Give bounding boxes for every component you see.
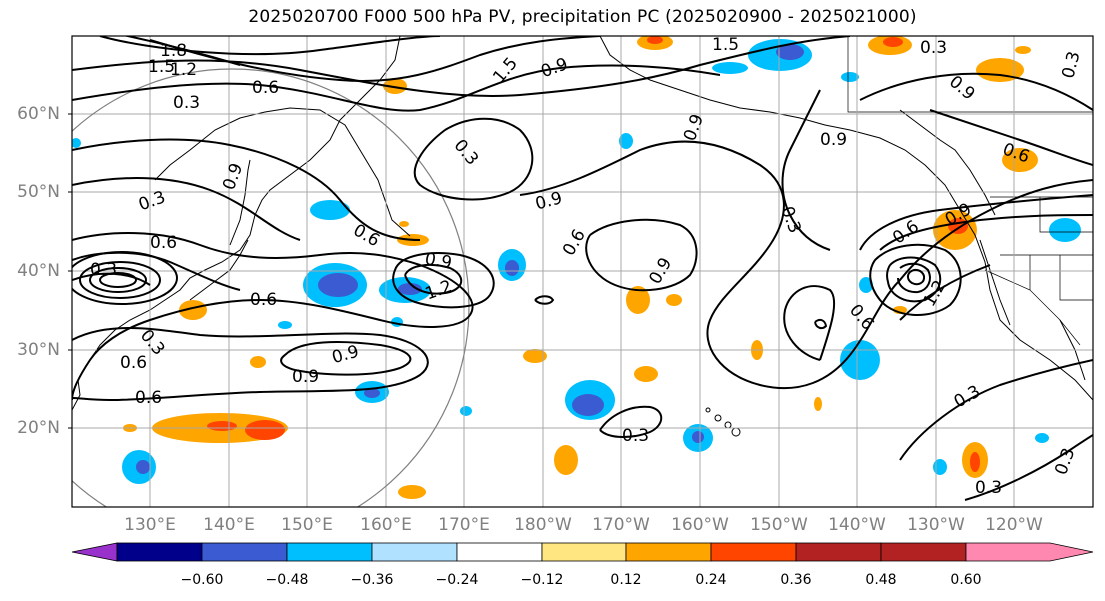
contour-label: 0.3 [90, 260, 117, 280]
lon-label: 180°W [514, 515, 572, 535]
colorbar [71, 542, 1094, 562]
contour-label: 0.6 [135, 388, 162, 408]
lat-label-30n: 30°N [17, 340, 60, 360]
lon-label: 140°W [828, 515, 886, 535]
contour-label: 0.3 [622, 426, 649, 446]
colorbar-tick-label: 0.24 [695, 572, 727, 588]
lon-label: 160°E [360, 515, 412, 535]
contour-label: 0.9 [423, 249, 453, 273]
lon-label: 170°W [592, 515, 650, 535]
axis-ticks [68, 113, 72, 429]
lon-label: 150°E [281, 515, 333, 535]
contour-label: 0.9 [292, 367, 319, 387]
colorbar-tick-label: −0.36 [350, 572, 394, 588]
map-title: 2025020700 F000 500 hPa PV, precipitatio… [248, 7, 917, 27]
contour-label: 0.6 [250, 290, 277, 310]
colorbar-tick-label: −0.12 [520, 572, 564, 588]
lon-label: 130°E [124, 515, 176, 535]
hawaii-islands [705, 407, 741, 437]
lat-label-50n: 50°N [17, 182, 60, 202]
colorbar-tick-label: 0.48 [865, 572, 897, 588]
lon-label: 120°W [985, 515, 1043, 535]
grid-lines [72, 36, 1093, 507]
contour-label: 1.5 [712, 35, 739, 55]
contour-label: 0.9 [820, 130, 847, 150]
lon-label: 150°W [750, 515, 808, 535]
contour-label: 0.6 [252, 78, 279, 98]
colorbar-tick-label: −0.60 [180, 572, 224, 588]
contour-label: 1.8 [160, 41, 187, 61]
lon-label: 170°E [438, 515, 490, 535]
borders [847, 36, 1093, 346]
contour-label: 1.5 [148, 57, 175, 77]
contour-label: 0.6 [120, 353, 147, 373]
colorbar-tick-label: −0.48 [265, 572, 309, 588]
contour-label: 0.3 [920, 38, 947, 58]
coastlines [72, 36, 1093, 411]
pv-contours [72, 36, 1093, 501]
lat-label-20n: 20°N [17, 418, 60, 438]
lon-label: 130°W [907, 515, 965, 535]
contour-label: 0.6 [150, 233, 177, 253]
lat-label-40n: 40°N [17, 261, 60, 281]
lat-label-60n: 60°N [17, 104, 60, 124]
lon-label: 160°W [671, 515, 729, 535]
colorbar-tick-label: −0.24 [435, 572, 479, 588]
colorbar-tick-label: 0.12 [610, 572, 642, 588]
colorbar-tick-label: 0.36 [780, 572, 812, 588]
contour-label: 0.3 [975, 478, 1002, 498]
lon-label: 140°E [203, 515, 255, 535]
contour-label: 1.2 [170, 60, 197, 80]
colorbar-tick-label: 0.60 [950, 572, 982, 588]
contour-label: 0.3 [173, 93, 200, 113]
